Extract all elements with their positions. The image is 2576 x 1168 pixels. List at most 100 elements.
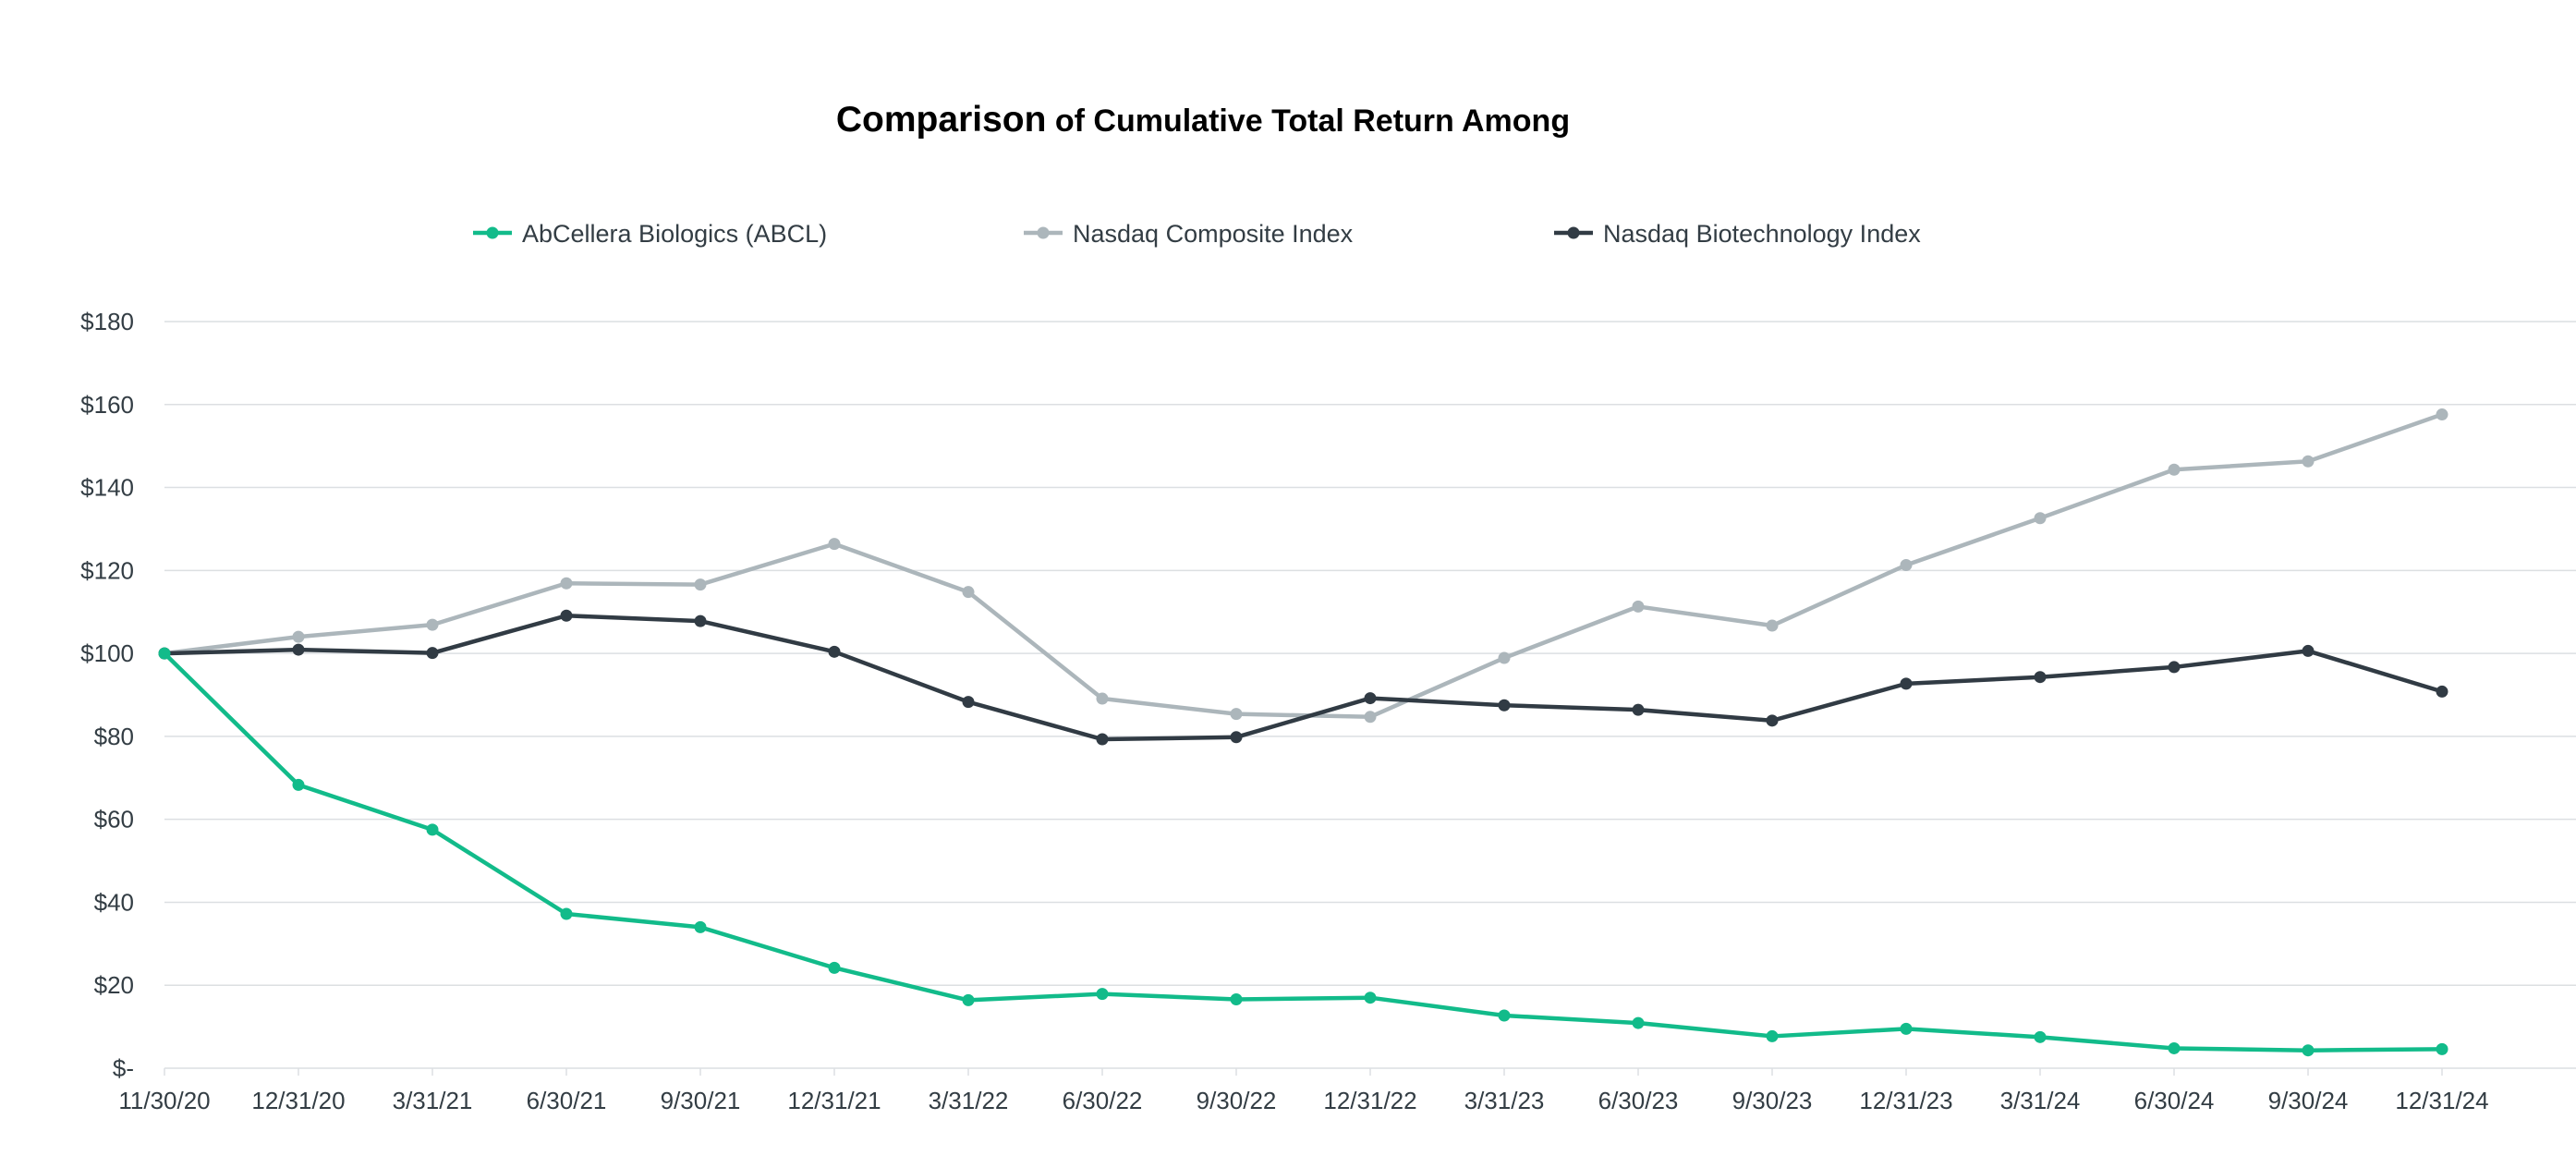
- chart-title-rest: of Cumulative Total Return Among: [1046, 103, 1570, 139]
- data-point: [828, 961, 841, 974]
- data-point: [1364, 992, 1377, 1004]
- data-point: [1632, 600, 1645, 613]
- series-group: [158, 408, 2448, 1057]
- x-tick-label: 3/31/23: [1464, 1087, 1545, 1114]
- data-point: [1900, 677, 1913, 690]
- data-point: [2034, 671, 2047, 684]
- data-point: [2168, 463, 2181, 476]
- data-point: [694, 578, 707, 591]
- legend-label: Nasdaq Biotechnology Index: [1603, 220, 1921, 248]
- data-point: [962, 586, 975, 599]
- y-tick-label: $120: [80, 556, 134, 584]
- data-point: [1230, 992, 1243, 1005]
- data-point: [2034, 1030, 2047, 1043]
- data-point: [2436, 1042, 2448, 1055]
- y-tick-label: $100: [80, 639, 134, 667]
- data-point: [1498, 1009, 1511, 1022]
- y-axis-ticks: $- $20 $40 $60 $80 $100 $120 $140 $160 $180: [80, 308, 134, 1082]
- data-point: [1498, 651, 1511, 664]
- x-tick-label: 9/30/22: [1197, 1087, 1277, 1114]
- data-point: [158, 647, 171, 660]
- data-point: [2302, 1044, 2315, 1057]
- y-tick-label: $20: [94, 971, 134, 999]
- data-point: [828, 645, 841, 658]
- data-point: [962, 993, 975, 1006]
- data-point: [426, 647, 439, 660]
- data-point: [560, 577, 573, 590]
- x-tick-label: 12/31/23: [1859, 1087, 1952, 1114]
- gridlines: [164, 321, 2576, 1069]
- legend-item: AbCellera Biologics (ABCL): [473, 220, 827, 248]
- y-tick-label: $180: [80, 308, 134, 335]
- data-point: [560, 609, 573, 622]
- series-line: [162, 412, 2445, 720]
- y-tick-label: $-: [113, 1054, 134, 1082]
- data-point: [1766, 1029, 1779, 1042]
- y-tick-label: $160: [80, 391, 134, 419]
- data-point: [1498, 699, 1511, 712]
- series-2: [158, 609, 2448, 746]
- legend-item: Nasdaq Biotechnology Index: [1554, 220, 1921, 248]
- data-point: [292, 630, 305, 643]
- data-point: [2168, 1041, 2181, 1054]
- data-point: [2034, 512, 2047, 525]
- data-point: [1230, 708, 1243, 721]
- x-tick-label: 12/31/20: [251, 1087, 345, 1114]
- y-tick-label: $80: [94, 723, 134, 750]
- data-point: [1766, 619, 1779, 632]
- x-tick-label: 12/31/22: [1323, 1087, 1416, 1114]
- x-tick-label: 6/30/24: [2134, 1087, 2215, 1114]
- x-tick-label: 3/31/24: [2000, 1087, 2081, 1114]
- chart-title-main: Comparison: [836, 100, 1047, 140]
- data-point: [560, 907, 573, 920]
- x-tick-label: 9/30/21: [661, 1087, 741, 1114]
- x-tick-label: 6/30/22: [1063, 1087, 1143, 1114]
- data-point: [1230, 731, 1243, 744]
- chart-title: Comparison of Cumulative Total Return Am…: [836, 100, 1570, 140]
- x-tick-label: 9/30/23: [1732, 1087, 1813, 1114]
- data-point: [694, 614, 707, 627]
- data-point: [292, 778, 305, 791]
- data-point: [426, 823, 439, 836]
- data-point: [292, 643, 305, 656]
- data-point: [1632, 703, 1645, 716]
- x-tick-label: 11/30/20: [118, 1087, 210, 1114]
- data-point: [2436, 685, 2448, 698]
- legend-swatch-marker: [486, 226, 499, 239]
- data-point: [1364, 692, 1377, 705]
- series-line: [162, 614, 2445, 742]
- data-point: [1096, 733, 1109, 746]
- data-point: [1900, 558, 1913, 571]
- data-point: [2168, 661, 2181, 674]
- data-point: [426, 618, 439, 631]
- series-line: [162, 651, 2445, 1052]
- data-point: [2436, 408, 2448, 421]
- legend-label: Nasdaq Composite Index: [1073, 220, 1354, 248]
- legend-swatch-marker: [1567, 226, 1580, 239]
- x-tick-label: 12/31/21: [787, 1087, 881, 1114]
- x-tick-label: 3/31/22: [929, 1087, 1009, 1114]
- x-tick-label: 3/31/21: [393, 1087, 473, 1114]
- data-point: [2302, 644, 2315, 657]
- x-axis-ticks: 11/30/20 12/31/20 3/31/21 6/30/21 9/30/21 12/…: [118, 1068, 2489, 1114]
- data-point: [1364, 711, 1377, 724]
- data-point: [1096, 692, 1109, 705]
- x-tick-label: 6/30/23: [1598, 1087, 1679, 1114]
- data-point: [962, 696, 975, 709]
- x-tick-label: 9/30/24: [2268, 1087, 2349, 1114]
- series-0: [158, 647, 2448, 1057]
- data-point: [828, 538, 841, 551]
- y-tick-label: $60: [94, 806, 134, 833]
- y-tick-label: $140: [80, 474, 134, 502]
- legend-item: Nasdaq Composite Index: [1024, 220, 1354, 248]
- data-point: [1096, 988, 1109, 1001]
- y-tick-label: $40: [94, 888, 134, 916]
- legend: AbCellera Biologics (ABCL) Nasdaq Composi…: [473, 220, 1921, 248]
- data-point: [1632, 1016, 1645, 1029]
- x-tick-label: 6/30/21: [527, 1087, 607, 1114]
- data-point: [2302, 455, 2315, 468]
- data-point: [1766, 714, 1779, 727]
- x-tick-label: 12/31/24: [2395, 1087, 2488, 1114]
- legend-swatch-marker: [1037, 226, 1050, 239]
